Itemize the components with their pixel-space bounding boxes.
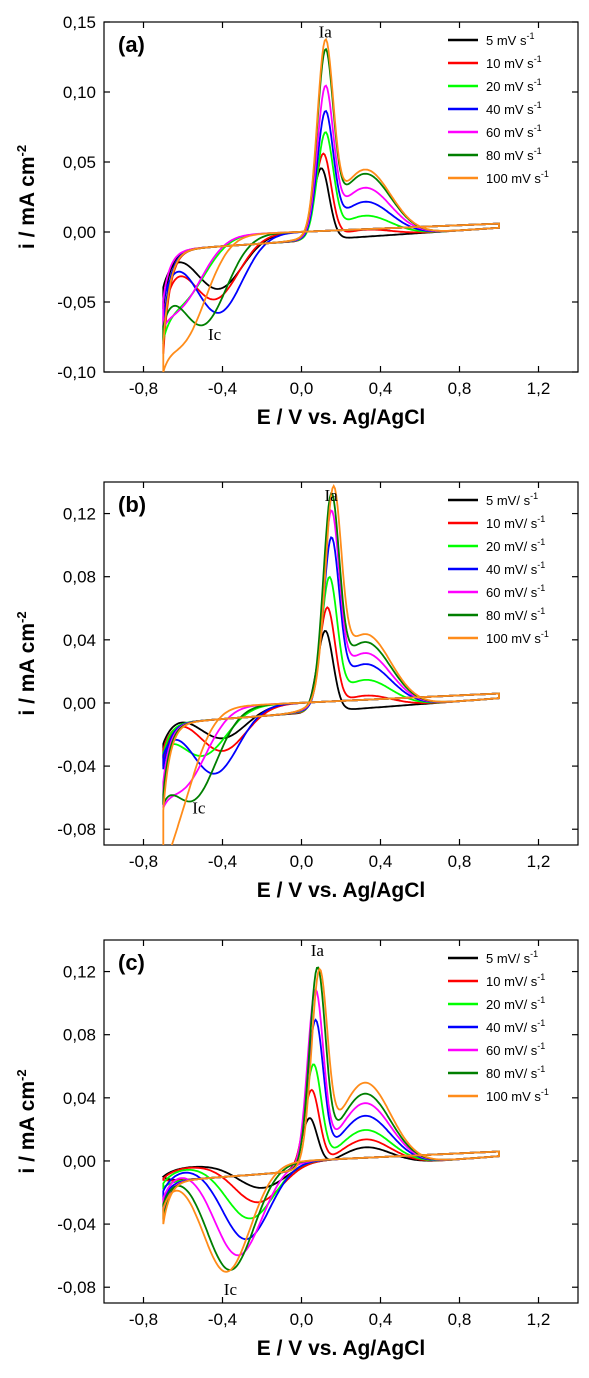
series-line-2 xyxy=(162,606,500,767)
legend-entry: 80 mV s-1 xyxy=(486,146,542,163)
legend-entry: 60 mV/ s-1 xyxy=(486,583,545,600)
y-tick-label: 0,10 xyxy=(63,83,96,102)
x-tick-label: -0,8 xyxy=(129,379,158,398)
y-tick-label: 0,00 xyxy=(63,694,96,713)
series-line-5 xyxy=(162,987,500,1257)
legend-entry: 60 mV/ s-1 xyxy=(486,1041,545,1058)
series-line-5 xyxy=(162,509,500,809)
y-tick-label: 0,00 xyxy=(63,1152,96,1171)
plot-frame xyxy=(103,939,579,1304)
legend-entry: 20 mV/ s-1 xyxy=(486,995,545,1012)
x-tick-label: -0,4 xyxy=(208,1310,237,1329)
legend-entry: 60 mV s-1 xyxy=(486,123,542,140)
legend-entry: 40 mV/ s-1 xyxy=(486,1018,545,1035)
chart-panel-3: -0,8 -0,4 0,0 0,4 0,8 1,2 -0,08 -0,04 0,00 0,04 0,… xyxy=(14,939,579,1360)
legend-entry: 80 mV/ s-1 xyxy=(486,1064,545,1081)
y-tick-label: 0,05 xyxy=(63,153,96,172)
y-axis-label: i / mA cm-2 xyxy=(14,1069,39,1173)
x-tick-label: 0,8 xyxy=(448,1310,472,1329)
legend-entry: 80 mV/ s-1 xyxy=(486,606,545,623)
y-tick-label: -0,10 xyxy=(57,363,96,382)
legend-entry: 5 mV/ s-1 xyxy=(486,491,538,508)
y-tick-label: 0,12 xyxy=(63,963,96,982)
y-tick-label: 0,12 xyxy=(63,505,96,524)
x-tick-label: -0,8 xyxy=(129,1310,158,1329)
x-tick-label: 1,2 xyxy=(527,379,551,398)
legend-entry: 10 mV s-1 xyxy=(486,54,542,71)
x-tick-label: 0,8 xyxy=(448,852,472,871)
x-tick-label: 0,0 xyxy=(290,379,314,398)
panel-label: (c) xyxy=(118,950,145,975)
chart-panel-2: -0,8 -0,4 0,0 0,4 0,8 1,2 -0,08 -0,04 0,00 0,04 0,… xyxy=(14,481,579,902)
series-line-2 xyxy=(162,152,500,354)
y-tick-label: 0,15 xyxy=(63,13,96,32)
y-axis-label: i / mA cm-2 xyxy=(14,145,39,249)
y-tick-label: -0,08 xyxy=(57,820,96,839)
x-tick-label: 0,0 xyxy=(290,1310,314,1329)
legend-entry: 40 mV s-1 xyxy=(486,100,542,117)
peak-annotation: Ic xyxy=(192,798,206,817)
series-line-3 xyxy=(162,131,500,341)
y-tick-label: 0,04 xyxy=(63,1089,96,1108)
legend-entry: 10 mV/ s-1 xyxy=(486,514,545,531)
series-line-4 xyxy=(162,109,500,331)
y-tick-label: -0,04 xyxy=(57,1215,96,1234)
y-tick-label: -0,04 xyxy=(57,757,96,776)
legend-entry: 5 mV/ s-1 xyxy=(486,949,538,966)
legend-entry: 10 mV/ s-1 xyxy=(486,972,545,989)
x-tick-label: 0,0 xyxy=(290,852,314,871)
panel-label: (b) xyxy=(118,492,146,517)
x-tick-label: 0,4 xyxy=(369,379,393,398)
series-line-4 xyxy=(162,1018,500,1241)
x-tick-label: 1,2 xyxy=(527,1310,551,1329)
y-tick-label: 0,00 xyxy=(63,223,96,242)
y-tick-label: -0,08 xyxy=(57,1278,96,1297)
peak-annotation: Ia xyxy=(319,22,333,41)
y-axis-label: i / mA cm-2 xyxy=(14,611,39,715)
legend-entry: 40 mV/ s-1 xyxy=(486,560,545,577)
series-line-7 xyxy=(162,484,500,845)
y-tick-label: 0,08 xyxy=(63,1026,96,1045)
x-tick-label: 1,2 xyxy=(527,852,551,871)
peak-annotation: Ia xyxy=(311,941,325,960)
plot-frame xyxy=(103,21,579,373)
x-axis-label: E / V vs. Ag/AgCl xyxy=(257,406,425,429)
y-tick-label: 0,08 xyxy=(63,568,96,587)
y-tick-label: 0,04 xyxy=(63,631,96,650)
x-axis-label: E / V vs. Ag/AgCl xyxy=(257,879,425,902)
peak-annotation: Ic xyxy=(224,1280,238,1299)
legend-entry: 5 mV s-1 xyxy=(486,31,534,48)
legend-entry: 100 mV s-1 xyxy=(486,629,549,646)
legend-entry: 20 mV s-1 xyxy=(486,77,542,94)
x-tick-label: 0,8 xyxy=(448,379,472,398)
series-line-3 xyxy=(162,575,500,757)
x-tick-label: -0,4 xyxy=(208,852,237,871)
series-line-7 xyxy=(162,37,500,372)
x-tick-label: 0,4 xyxy=(369,852,393,871)
panel-label: (a) xyxy=(118,32,145,57)
chart-panel-1: -0,8 -0,4 0,0 0,4 0,8 1,2 -0,10 -0,05 0,00 0,05 0,… xyxy=(14,13,579,429)
x-tick-label: -0,8 xyxy=(129,852,158,871)
x-tick-label: -0,4 xyxy=(208,379,237,398)
peak-annotation: Ic xyxy=(208,325,222,344)
legend-entry: 100 mV s-1 xyxy=(486,169,549,186)
legend-entry: 100 mV s-1 xyxy=(486,1087,549,1104)
x-axis-label: E / V vs. Ag/AgCl xyxy=(257,1337,425,1360)
y-tick-label: -0,05 xyxy=(57,293,96,312)
series-line-7 xyxy=(162,967,500,1273)
legend-entry: 20 mV/ s-1 xyxy=(486,537,545,554)
plot-frame xyxy=(103,481,579,846)
peak-annotation: Ia xyxy=(325,486,339,505)
x-tick-label: 0,4 xyxy=(369,1310,393,1329)
